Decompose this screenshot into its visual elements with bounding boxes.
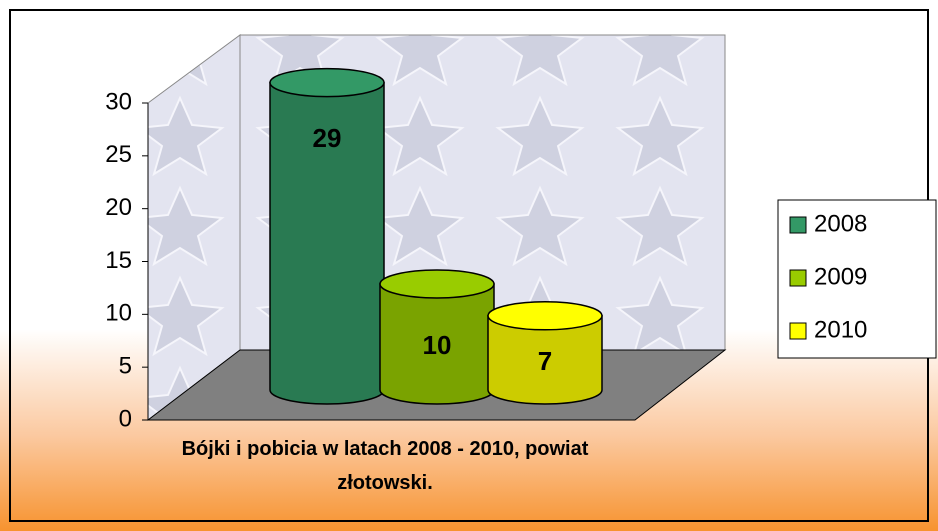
value-label: 29 (313, 123, 342, 153)
value-label: 7 (538, 346, 552, 376)
y-tick-label: 15 (105, 247, 132, 274)
bar (487, 315, 603, 405)
legend-label: 2010 (814, 316, 867, 343)
bar-top (487, 301, 603, 331)
legend-label: 2008 (814, 210, 867, 237)
bar-top (269, 67, 385, 98)
y-tick-label: 20 (105, 194, 132, 221)
y-tick-label: 10 (105, 300, 132, 327)
y-tick-label: 30 (105, 88, 132, 115)
y-tick-label: 5 (119, 353, 132, 380)
y-tick-label: 25 (105, 141, 132, 168)
x-axis-label: Bójki i pobicia w latach 2008 - 2010, po… (181, 438, 589, 494)
bar-top (379, 269, 495, 299)
legend-swatch (789, 216, 807, 234)
value-label: 10 (423, 330, 452, 360)
legend-swatch (789, 269, 807, 287)
legend-label: 2009 (814, 263, 867, 290)
legend-swatch (789, 322, 807, 340)
y-tick-label: 0 (119, 405, 132, 432)
